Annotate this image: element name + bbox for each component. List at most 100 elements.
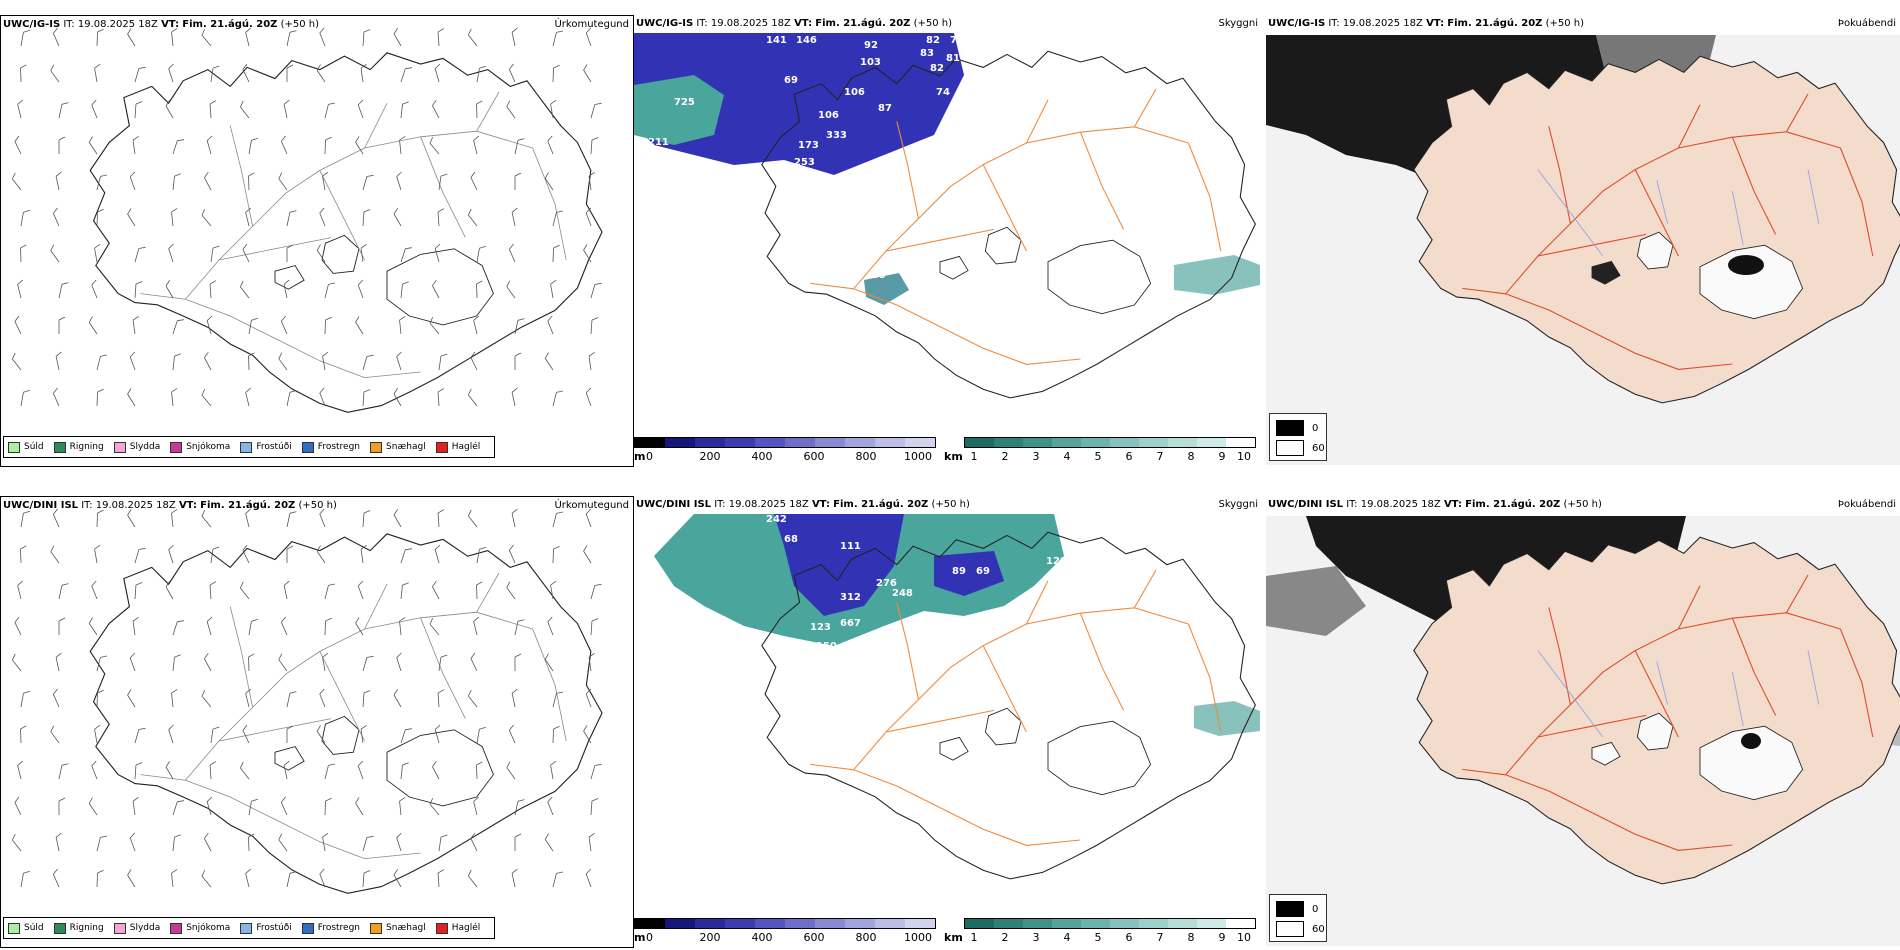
precip-legend: Súld Rigning Slydda Snjókoma Frostúði Fr… (3, 917, 496, 939)
swatch (113, 922, 126, 934)
lead-time: (+50 h) (913, 18, 953, 29)
ceiling-visibility-map[interactable] (634, 15, 1260, 435)
wind-barb (204, 351, 212, 371)
fog-indicator-map[interactable] (1266, 15, 1900, 465)
wind-barb (506, 581, 516, 600)
legend-label: Frostúði (256, 442, 292, 452)
ramp-step (665, 919, 695, 928)
visibility-tick: 10 (1237, 931, 1251, 944)
wind-barb (468, 689, 478, 708)
ceiling-tick: 0 (646, 931, 653, 944)
wind-barb (132, 316, 139, 335)
wind-barb (552, 725, 560, 744)
wind-barb (432, 580, 440, 600)
wind-barb (590, 282, 602, 299)
ceiling-visibility-map[interactable] (634, 496, 1260, 916)
wind-barb (514, 318, 525, 335)
wind-barb (52, 688, 60, 708)
ceiling-value: 253 (794, 157, 815, 168)
ceiling-value: 68 (784, 534, 798, 545)
wind-barb (585, 868, 592, 888)
vt-label: VT: (794, 18, 813, 29)
lead-time: (+50 h) (280, 19, 320, 30)
wind-barb (17, 279, 23, 299)
wind-barb (434, 243, 441, 263)
wind-barb (316, 244, 326, 263)
wind-barb (324, 136, 332, 155)
fog-indicator-map[interactable] (1266, 496, 1900, 946)
wind-barb (168, 724, 174, 744)
wind-barb (20, 690, 30, 708)
wind-barb (52, 387, 60, 407)
vt-label: VT: (811, 499, 830, 510)
wind-barb (547, 796, 554, 816)
wind-barb (316, 545, 326, 564)
wind-barb (511, 27, 518, 47)
wind-barb (132, 136, 139, 155)
wind-barb (171, 388, 178, 407)
ramp-step (815, 438, 845, 447)
wind-barb (468, 869, 478, 888)
wind-barb (278, 833, 288, 852)
precip-map[interactable] (1, 16, 633, 466)
wind-barb (248, 618, 258, 636)
wind-barb (511, 387, 518, 407)
model-name: UWC/DINI ISL (3, 500, 79, 511)
wind-barb (362, 209, 371, 227)
wind-barb (393, 208, 402, 227)
wind-barb (209, 100, 217, 119)
legend-label: Frostregn (317, 923, 361, 933)
wind-barb (590, 763, 602, 780)
wind-barb (514, 138, 525, 155)
swatch (370, 922, 383, 934)
wind-barb (172, 834, 181, 852)
legend-label: Snæhagl (386, 923, 426, 933)
wind-barb (393, 509, 402, 528)
ceiling-tick: 1000 (904, 931, 932, 944)
wind-barb (165, 581, 174, 600)
ceiling-tick: 800 (855, 931, 877, 944)
wind-barb (210, 726, 220, 744)
wind-barb (280, 616, 288, 636)
wind-barb (96, 208, 104, 227)
ramp-step (1052, 438, 1081, 447)
visibility-tick: 1 (970, 931, 978, 944)
legend-label: Frostúði (256, 923, 292, 933)
precip-map[interactable] (1, 497, 633, 947)
swatch (240, 441, 253, 453)
wind-barb (52, 207, 60, 227)
swatch (1276, 901, 1304, 917)
wind-barb (94, 243, 101, 263)
it-label: IT: (714, 499, 726, 510)
wind-barb (14, 315, 22, 335)
ceiling-value: 276 (876, 578, 897, 589)
wind-barb (357, 279, 364, 299)
wind-barb (172, 353, 181, 371)
precip-type-panel-top: UWC/IG-IS IT: 19.08.2025 18Z VT: Fim. 21… (0, 15, 634, 467)
wind-barb (132, 617, 139, 636)
legend-item-snjokoma: Snjókoma (170, 922, 230, 934)
precip-legend: Súld Rigning Slydda Snjókoma Frostúði Fr… (3, 436, 496, 458)
swatch (1276, 420, 1304, 436)
wind-barb (585, 508, 592, 528)
wind-barb (514, 653, 522, 671)
wind-barb (210, 65, 220, 83)
wind-barb (278, 653, 288, 672)
legend-item-snaehagl: Snæhagl (370, 922, 426, 934)
wind-barb (280, 135, 288, 155)
wind-barb (55, 832, 62, 852)
legend-label: Snjókoma (186, 442, 231, 452)
vt-label: VT: (178, 500, 197, 511)
ceiling-value: 141 (766, 35, 787, 46)
swatch (53, 441, 66, 453)
wind-barb (514, 833, 522, 851)
legend-label: 60 (1312, 923, 1325, 935)
legend-item-sudl: Súld (8, 922, 44, 934)
wind-barb (393, 28, 402, 47)
ceiling-value: 87 (878, 103, 892, 114)
wind-barb (400, 281, 409, 299)
ceiling-value: 106 (844, 87, 865, 98)
ceiling-visibility-panel-top: UWC/IG-IS IT: 19.08.2025 18Z VT: Fim. 21… (634, 15, 1260, 465)
panel-title: Úrkomutegund (554, 19, 629, 30)
wind-barb (552, 691, 564, 708)
